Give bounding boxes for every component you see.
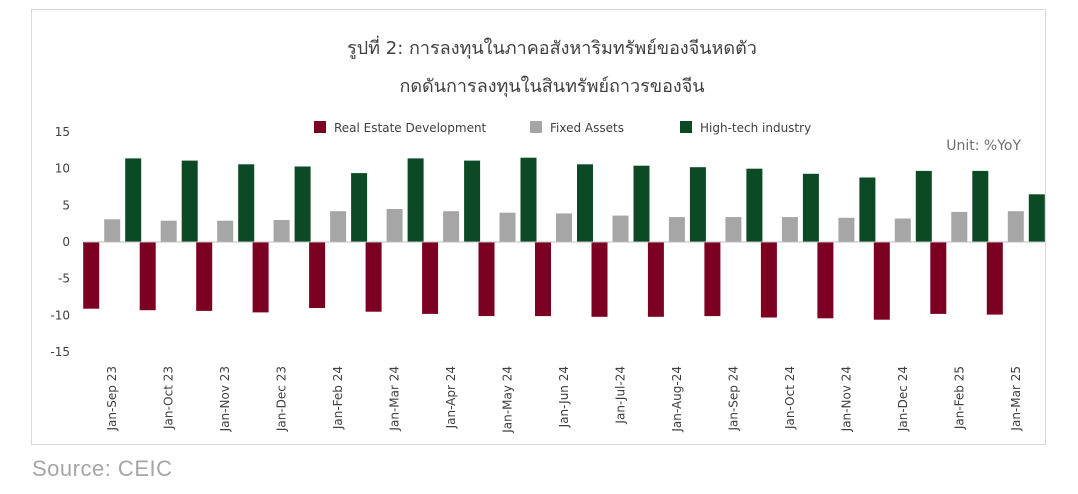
x-tick-label: Jan-Mar 25: [1009, 366, 1023, 432]
bar-fixed-assets: [104, 219, 121, 242]
x-tick-label: Jan-Aug-24: [670, 366, 684, 433]
bar-real-estate-development: [986, 242, 1003, 315]
x-tick-label: Jan-Mar 24: [388, 366, 402, 432]
bar-real-estate-development: [422, 242, 439, 314]
bar-real-estate-development: [760, 242, 777, 318]
bar-fixed-assets: [273, 220, 290, 242]
bar-real-estate-development: [252, 242, 269, 313]
bar-real-estate-development: [309, 242, 326, 308]
bar-real-estate-development: [535, 242, 551, 317]
y-tick-label: 5: [62, 198, 70, 212]
x-tick-label: Jan-Oct 24: [783, 366, 797, 430]
legend: Real Estate Development Fixed Assets High-…: [314, 121, 811, 135]
bar-fixed-assets: [612, 215, 629, 242]
bars: [83, 157, 1045, 320]
bar-high-tech-industry: [351, 173, 368, 242]
bar-high-tech-industry: [859, 177, 876, 242]
bar-fixed-assets: [894, 218, 911, 242]
bar-high-tech-industry: [746, 168, 763, 242]
x-tick-label: Jan-Sep 23: [105, 366, 119, 432]
bar-high-tech-industry: [972, 170, 989, 242]
bar-high-tech-industry: [520, 157, 537, 242]
bar-fixed-assets: [330, 211, 347, 242]
y-tick-label: 15: [55, 125, 70, 139]
bar-fixed-assets: [160, 220, 177, 242]
x-tick-label: Jan-Dec 23: [275, 366, 289, 432]
x-tick-label: Jan-Sep 24: [726, 366, 740, 432]
bar-real-estate-development: [817, 242, 834, 319]
bar-fixed-assets: [443, 211, 460, 242]
x-tick-label: Jan-Nov 24: [839, 366, 853, 432]
source-note: Source: CEIC: [32, 456, 173, 481]
bar-high-tech-industry: [802, 173, 819, 242]
y-tick-label: -10: [50, 308, 70, 322]
bar-fixed-assets: [217, 220, 234, 242]
legend-swatch: [530, 121, 542, 133]
x-tick-label: Jan-Apr 24: [444, 366, 458, 429]
y-tick-label: -5: [58, 272, 70, 286]
y-tick-label: -15: [50, 345, 70, 359]
bar-high-tech-industry: [294, 166, 311, 242]
legend-label: Real Estate Development: [334, 121, 487, 135]
bar-real-estate-development: [873, 242, 890, 320]
bar-real-estate-development: [930, 242, 947, 314]
bar-high-tech-industry: [238, 164, 255, 242]
bar-real-estate-development: [196, 242, 213, 311]
bar-real-estate-development: [704, 242, 721, 317]
bar-fixed-assets: [781, 217, 798, 242]
y-tick-label: 0: [62, 235, 70, 249]
bar-real-estate-development: [139, 242, 156, 311]
legend-swatch: [680, 121, 692, 133]
x-axis: Jan-Sep 23 Jan-Oct 23 Jan-Nov 23 Jan-Dec 23…: [105, 366, 1023, 434]
x-tick-label: Jan-Dec 24: [896, 366, 910, 432]
x-tick-label: Jan-Nov 23: [218, 366, 232, 432]
chart-title-line-2: กดดันการลงทุนในสินทรัพย์ถาวรของจีน: [399, 75, 704, 97]
chart-title-line-1: รูปที่ 2: การลงทุนในภาคอสังหาริมทรัพย์ขอ…: [347, 35, 757, 59]
bar-fixed-assets: [668, 217, 685, 242]
bar-high-tech-industry: [633, 165, 650, 242]
bar-real-estate-development: [478, 242, 495, 317]
x-tick-label: Jan-May 24: [501, 366, 515, 434]
bar-fixed-assets: [499, 212, 516, 242]
bar-fixed-assets: [951, 211, 968, 242]
unit-label: Unit: %YoY: [946, 138, 1021, 154]
bar-fixed-assets: [725, 217, 742, 242]
x-tick-label: Jan-Feb 24: [331, 366, 345, 430]
bar-real-estate-development: [365, 242, 382, 312]
x-tick-label: Jan-Feb 25: [952, 366, 966, 430]
legend-label: High-tech industry: [700, 121, 811, 135]
bar-real-estate-development: [591, 242, 608, 317]
bar-fixed-assets: [838, 217, 855, 242]
chart-frame: [31, 9, 1046, 445]
y-axis: 15 10 5 0 -5 -10 -15: [50, 125, 70, 359]
x-tick-label: Jan-Jun 24: [557, 366, 571, 428]
bar-fixed-assets: [386, 209, 403, 242]
bar-high-tech-industry: [125, 158, 142, 242]
bar-fixed-assets: [1007, 211, 1024, 242]
legend-label: Fixed Assets: [550, 121, 624, 135]
x-tick-label: Jan-Jul-24: [614, 366, 628, 425]
bar-real-estate-development: [647, 242, 664, 317]
bar-high-tech-industry: [1028, 194, 1045, 242]
bar-high-tech-industry: [689, 167, 706, 242]
bar-high-tech-industry: [464, 160, 481, 242]
bar-high-tech-industry: [577, 164, 593, 242]
bar-high-tech-industry: [407, 158, 424, 242]
bar-high-tech-industry: [181, 160, 198, 242]
bar-real-estate-development: [83, 242, 100, 309]
y-tick-label: 10: [55, 162, 70, 176]
bar-fixed-assets: [556, 213, 572, 242]
legend-swatch: [314, 121, 326, 133]
bar-high-tech-industry: [915, 170, 932, 242]
x-tick-label: Jan-Oct 23: [162, 366, 176, 430]
